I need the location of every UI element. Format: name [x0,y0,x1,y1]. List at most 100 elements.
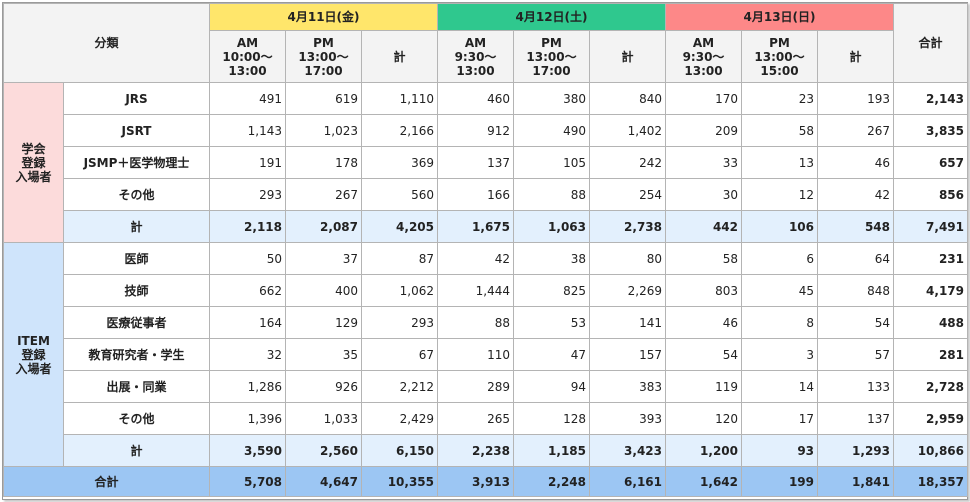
row-label: JSRT [62,114,211,147]
value-cell: 137 [437,146,515,179]
row-label: 医師 [62,242,211,275]
value-cell: 14 [741,370,819,403]
total-header: 合計 [893,3,969,83]
row-label: 技師 [62,274,211,307]
group-label-line: ITEM [17,333,50,348]
value-cell: 662 [209,274,287,307]
day-header-2: 4月12日(土) [437,3,667,31]
value-cell: 3,423 [589,434,667,467]
value-cell: 164 [209,306,287,339]
group-label-line: 登録 [21,155,46,170]
value-cell: 460 [437,82,515,115]
row-label: 教育研究者・学生 [62,338,211,371]
value-cell: 10,866 [893,434,969,467]
value-cell: 54 [817,306,895,339]
value-cell: 490 [513,114,591,147]
value-cell: 13 [741,146,819,179]
value-cell: 491 [209,82,287,115]
value-cell: 4,647 [285,466,363,497]
group-label-line: 学会 [21,141,46,156]
value-cell: 137 [817,402,895,435]
row-label: その他 [62,402,211,435]
table-row: その他 1,396 1,033 2,429 265 128 393 120 17 137 2,959 [4,402,969,435]
session-header: PM 13:00～ 15:00 [741,30,819,83]
value-cell: 380 [513,82,591,115]
value-cell: 7,491 [893,210,969,243]
value-cell: 191 [209,146,287,179]
value-cell: 120 [665,402,743,435]
value-cell: 2,429 [361,402,439,435]
value-cell: 848 [817,274,895,307]
value-cell: 6,150 [361,434,439,467]
value-cell: 369 [361,146,439,179]
value-cell: 4,205 [361,210,439,243]
value-cell: 193 [817,82,895,115]
value-cell: 2,238 [437,434,515,467]
group-label-cell: ITEM 登録 入場者 [3,242,64,467]
value-cell: 6 [741,242,819,275]
value-cell: 488 [893,306,969,339]
value-cell: 17 [741,402,819,435]
value-cell: 840 [589,82,667,115]
table-row: その他 293 267 560 166 88 254 30 12 42 856 [4,178,969,211]
value-cell: 267 [817,114,895,147]
grand-total-row: 合計 5,708 4,647 10,355 3,913 2,248 6,161 1,642 19… [2,466,969,497]
value-cell: 1,841 [817,466,895,497]
value-cell: 254 [589,178,667,211]
value-cell: 93 [741,434,819,467]
attendance-table: 分類 4月11日(金) 4月12日(土) 4月13日(日) 合計 AM 10:00… [2,3,969,497]
row-label: 出展・同業 [62,370,211,403]
value-cell: 2,248 [513,466,591,497]
value-cell: 53 [513,306,591,339]
value-cell: 856 [893,178,969,211]
value-cell: 67 [361,338,439,371]
value-cell: 231 [893,242,969,275]
value-cell: 170 [665,82,743,115]
value-cell: 1,286 [209,370,287,403]
value-cell: 133 [817,370,895,403]
session-header: AM 10:00～ 13:00 [209,30,287,83]
value-cell: 80 [589,242,667,275]
group-label-line: 入場者 [15,169,52,184]
grand-total-label: 合計 [2,466,211,497]
value-cell: 87 [361,242,439,275]
value-cell: 1,143 [209,114,287,147]
row-label: JRS [62,82,211,115]
value-cell: 1,185 [513,434,591,467]
subtotal-header: 計 [589,30,667,83]
session-header: PM 13:00～ 17:00 [513,30,591,83]
row-label: 医療従事者 [62,306,211,339]
value-cell: 1,396 [209,402,287,435]
value-cell: 1,293 [817,434,895,467]
value-cell: 3,913 [437,466,515,497]
value-cell: 393 [589,402,667,435]
value-cell: 2,166 [361,114,439,147]
value-cell: 4,179 [893,274,969,307]
table-row: JSRT 1,143 1,023 2,166 912 490 1,402 209 58 267 3,… [4,114,969,147]
value-cell: 1,402 [589,114,667,147]
value-cell: 2,269 [589,274,667,307]
table-row: 学会 登録 入場者 JRS 491 619 1,110 460 380 840 170 23 193 2,… [3,82,969,243]
value-cell: 2,560 [285,434,363,467]
value-cell: 1,023 [285,114,363,147]
value-cell: 2,959 [893,402,969,435]
value-cell: 119 [665,370,743,403]
subtotal-label: 計 [62,434,211,467]
value-cell: 3,590 [209,434,287,467]
value-cell: 242 [589,146,667,179]
table-row: 医療従事者 164 129 293 88 53 141 46 8 54 488 [4,306,969,339]
value-cell: 1,675 [437,210,515,243]
value-cell: 2,212 [361,370,439,403]
value-cell: 657 [893,146,969,179]
value-cell: 18,357 [893,466,969,497]
group-label-line: 入場者 [15,361,52,376]
table-row: 教育研究者・学生 32 35 67 110 47 157 54 3 57 281 [4,338,969,371]
table-body: 学会 登録 入場者 JRS 491 619 1,110 460 380 840 170 23 193 2,… [2,82,969,497]
value-cell: 293 [209,178,287,211]
value-cell: 12 [741,178,819,211]
table-row: ITEM 登録 入場者 医師 50 37 87 42 38 80 58 6 64 231 [3,242,969,467]
table-row: 出展・同業 1,286 926 2,212 289 94 383 119 14 133 2,728 [4,370,969,403]
table-row: 技師 662 400 1,062 1,444 825 2,269 803 45 848 4,179 [4,274,969,307]
day-header-3: 4月13日(日) [665,3,895,31]
